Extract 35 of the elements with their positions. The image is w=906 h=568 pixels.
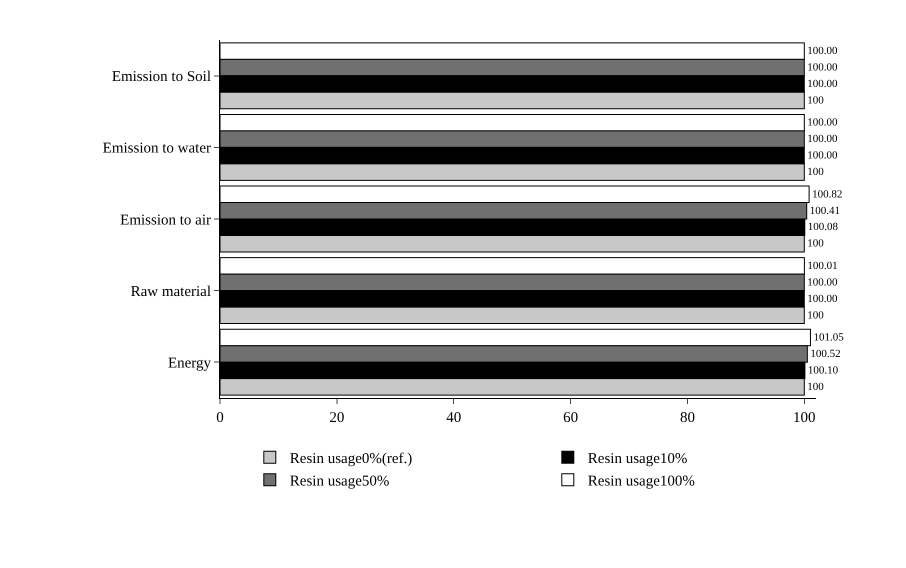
x-tick-label: 20	[329, 410, 344, 426]
y-tick-label: Emission to water	[102, 140, 211, 157]
x-tick-label: 0	[216, 410, 224, 426]
data-label: 100	[807, 94, 824, 107]
data-label: 100.08	[808, 221, 839, 234]
data-label: 100	[807, 238, 824, 250]
data-label: 100.00	[807, 45, 838, 58]
data-label: 100.00	[807, 78, 838, 90]
x-tick-label: 60	[563, 410, 578, 426]
x-tick-label: 40	[446, 410, 462, 426]
data-label: 100.82	[812, 188, 842, 200]
y-tick-label: Energy	[168, 355, 212, 372]
data-label: 100.52	[810, 348, 841, 360]
y-tick-label: Emission to Soil	[112, 69, 211, 86]
legend-label: Resin usage0%(ref.)	[290, 451, 412, 468]
data-label: 100.00	[807, 150, 838, 162]
data-label: 100	[807, 309, 824, 322]
legend-label: Resin usage100%	[588, 474, 695, 490]
data-label: 100.00	[807, 276, 838, 288]
y-tick-label: Raw material	[130, 284, 211, 300]
data-label: 100.01	[807, 260, 838, 272]
data-label: 100.41	[810, 204, 840, 217]
data-label: 100.00	[807, 292, 838, 305]
data-label: 100.00	[807, 133, 838, 146]
legend-label: Resin usage10%	[588, 451, 688, 468]
legend-label: Resin usage50%	[290, 474, 390, 490]
data-label: 100	[807, 380, 824, 393]
data-label: 100.00	[807, 62, 838, 74]
y-tick-label: Emission to air	[120, 212, 212, 228]
data-label: 101.05	[813, 331, 844, 344]
data-label: 100.00	[807, 116, 838, 129]
data-label: 100.10	[808, 364, 839, 376]
x-tick-label: 80	[680, 410, 695, 426]
x-tick-label: 100	[793, 410, 816, 426]
data-label: 100	[807, 166, 824, 178]
